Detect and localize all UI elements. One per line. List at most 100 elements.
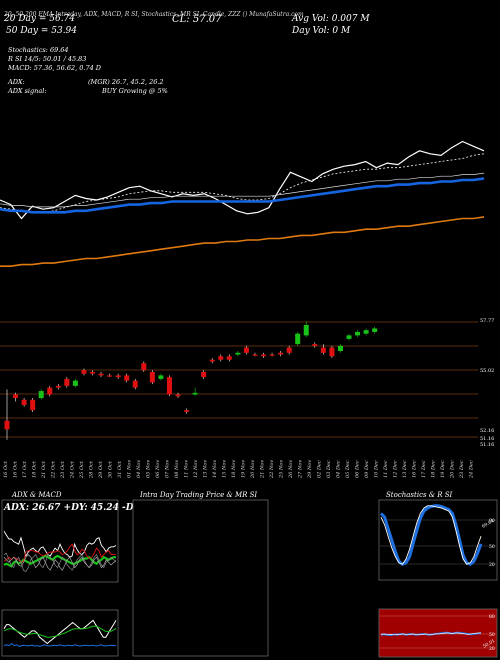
ema50-line bbox=[0, 177, 485, 214]
candle-body bbox=[337, 345, 343, 352]
price-tick-label: 57.77 bbox=[480, 318, 494, 324]
adx-macd-title: ADX & MACD bbox=[12, 491, 62, 499]
adx-series-line bbox=[3, 554, 116, 568]
candle-body bbox=[124, 375, 130, 381]
candle-body bbox=[192, 392, 198, 395]
candle-body bbox=[81, 370, 87, 374]
candle-body bbox=[312, 344, 318, 346]
ema-layer bbox=[0, 140, 485, 268]
candle-body bbox=[158, 375, 164, 379]
candle-body bbox=[218, 356, 224, 360]
rsi-signal-line bbox=[380, 632, 481, 636]
candle-body bbox=[166, 377, 172, 395]
close-label: CL: 57.07 bbox=[172, 14, 222, 25]
candle-body bbox=[252, 354, 258, 356]
date-tick-label: 20 Nov bbox=[250, 460, 256, 479]
ema100-line bbox=[0, 172, 485, 208]
candle-body bbox=[201, 371, 207, 378]
date-tick-label: 22 Nov bbox=[269, 460, 275, 479]
date-tick-label: 10 Dec bbox=[374, 460, 380, 478]
rsi-label: R SI 14/5: 50.01 / 45.83 bbox=[8, 55, 87, 63]
date-tick-label: 27 Nov bbox=[298, 460, 304, 479]
date-tick-label: 04 Nov bbox=[136, 460, 142, 478]
stoch-rsi-title: Stochastics & R SI bbox=[386, 491, 453, 499]
candle-body bbox=[107, 375, 113, 377]
header-tiny: 20, 50,200 EMA Intraday, ADX, MACD, R SI… bbox=[4, 11, 304, 18]
adx-lines bbox=[3, 530, 117, 572]
adx-signal-label: ADX signal: bbox=[8, 87, 47, 95]
candle-body bbox=[149, 371, 155, 383]
date-tick-label: 16 Oct bbox=[3, 460, 9, 478]
candle-body bbox=[141, 363, 147, 371]
adx-series-line bbox=[3, 530, 117, 558]
date-tick-label: 18 Oct bbox=[32, 460, 38, 478]
date-tick-label: 12 Nov bbox=[193, 460, 199, 478]
date-tick-label: 01 Nov bbox=[127, 460, 133, 478]
date-tick-label: 31 Oct bbox=[117, 460, 123, 478]
candle-body bbox=[320, 347, 326, 353]
date-tick-label: 06 Dec bbox=[355, 460, 361, 478]
candle-body bbox=[355, 331, 361, 336]
ema50-label: 50 Day = 53.94 bbox=[6, 26, 78, 36]
ema20-line bbox=[0, 153, 485, 213]
candle-body bbox=[132, 380, 138, 388]
date-tick-label: 25 Nov bbox=[279, 460, 285, 479]
candle-body bbox=[98, 373, 104, 376]
date-tick-label: 15 Nov bbox=[222, 460, 228, 478]
date-tick-label: 17 Oct bbox=[22, 460, 28, 478]
price-line bbox=[0, 140, 485, 220]
candle-body bbox=[47, 387, 53, 395]
stoch-tick-label: 80 bbox=[489, 518, 495, 524]
date-tick-label: 21 Oct bbox=[41, 460, 47, 479]
macd-lines bbox=[3, 619, 117, 647]
candle-body bbox=[372, 328, 378, 332]
date-tick-label: 24 Oct bbox=[70, 460, 76, 479]
rsi-value-label: 50.01 bbox=[482, 638, 496, 650]
price-tick-label: 51.16 bbox=[480, 436, 494, 442]
date-tick-label: 29 Oct bbox=[98, 460, 104, 479]
candle-body bbox=[30, 399, 36, 411]
candle-body bbox=[261, 354, 266, 357]
stochastics-lines: 80 50 20 69.64 bbox=[379, 504, 496, 568]
ema20-label: 20 Day = 56.74 bbox=[4, 14, 76, 24]
adx-series-line bbox=[3, 543, 116, 563]
date-tick-label: 26 Nov bbox=[288, 460, 294, 479]
price-tick-label: 52.16 bbox=[480, 428, 494, 434]
date-tick-label: 05 Dec bbox=[345, 460, 351, 478]
rsi-tick-label: 80 bbox=[489, 614, 495, 620]
candle-body bbox=[72, 380, 78, 386]
candle-body bbox=[175, 394, 181, 397]
date-tick-label: 03 Dec bbox=[326, 460, 332, 478]
candle-body bbox=[346, 335, 352, 339]
date-tick-label: 30 Oct bbox=[108, 460, 114, 478]
date-tick-label: 28 Oct bbox=[89, 460, 95, 479]
macd-series-line bbox=[3, 619, 117, 645]
candle-body bbox=[13, 394, 19, 399]
intraday-panel bbox=[132, 499, 269, 657]
date-tick-label: 24 Dec bbox=[469, 460, 475, 479]
stoch-tick-label: 20 bbox=[489, 562, 495, 568]
candle-body bbox=[184, 410, 190, 412]
candle-body bbox=[243, 347, 249, 353]
stoch-value-label: 69.64 bbox=[481, 518, 495, 530]
date-tick-label: 22 Oct bbox=[51, 460, 57, 479]
ema200-line bbox=[0, 216, 485, 268]
candle-body bbox=[329, 347, 335, 357]
candle-body bbox=[286, 347, 292, 353]
intraday-title: Intra Day Trading Price & MR SI bbox=[140, 491, 258, 499]
buy-signal-label: BUY Growing @ 5% bbox=[102, 87, 168, 95]
candle-body bbox=[209, 359, 215, 362]
candle-layer bbox=[4, 321, 378, 440]
date-tick-label: 13 Nov bbox=[203, 460, 209, 478]
candle-body bbox=[90, 371, 95, 374]
stoch-d-line bbox=[380, 505, 482, 565]
date-tick-label: 17 Dec bbox=[421, 460, 427, 478]
date-axis: 16 Oct 16 Oct 17 Oct 18 Oct 21 Oct 22 Oct 23 O… bbox=[3, 460, 475, 479]
date-tick-label: 04 Dec bbox=[336, 460, 342, 478]
date-tick-label: 05 Nov bbox=[146, 460, 152, 478]
adx-panel bbox=[1, 499, 119, 583]
date-tick-label: 18 Nov bbox=[231, 460, 237, 478]
